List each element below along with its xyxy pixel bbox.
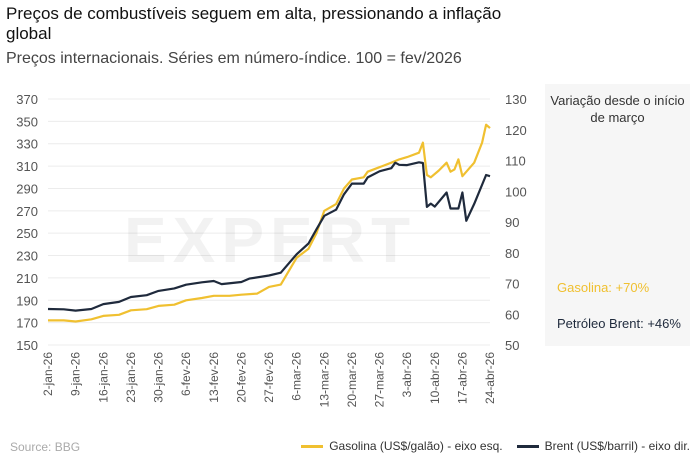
x-tick-label: 10-abr-26 [428, 352, 442, 404]
chart-subtitle: Preços internacionais. Séries em número-… [6, 50, 462, 67]
y-right-tick-label: 120 [505, 123, 527, 138]
panel-brent-variation: Petróleo Brent: +46% [557, 316, 681, 331]
y-right-tick-label: 80 [505, 246, 519, 261]
variation-panel: Variação desde o início de março Gasolin… [545, 84, 690, 346]
x-tick-label: 20-mar-26 [345, 352, 359, 408]
x-tick-label: 2-jan-26 [41, 352, 55, 396]
legend-label-gasoline: Gasolina (US$/galão) - eixo esq. [329, 439, 503, 453]
x-tick-label: 6-fev-26 [179, 352, 193, 396]
y-left-tick-label: 330 [16, 137, 38, 152]
x-tick-label: 13-fev-26 [207, 352, 221, 403]
legend: Gasolina (US$/galão) - eixo esq. Brent (… [301, 439, 690, 453]
x-tick-label: 23-jan-26 [124, 352, 138, 403]
y-left-tick-label: 210 [16, 271, 38, 286]
y-left-tick-label: 190 [16, 293, 38, 308]
y-right-tick-label: 60 [505, 307, 519, 322]
series-line-brent [47, 161, 491, 312]
x-tick-label: 30-jan-26 [152, 352, 166, 403]
watermark-logo: EXPERT [124, 204, 416, 276]
y-left-tick-label: 250 [16, 226, 38, 241]
y-right-tick-label: 90 [505, 215, 519, 230]
y-right-tick-label: 100 [505, 184, 527, 199]
y-right-tick-label: 110 [505, 154, 526, 169]
x-tick-label: 13-mar-26 [317, 352, 331, 408]
panel-gasoline-variation: Gasolina: +70% [557, 280, 650, 295]
y-left-tick-label: 230 [16, 249, 38, 264]
x-tick-label: 24-abr-26 [483, 352, 497, 404]
x-tick-label: 9-jan-26 [69, 352, 83, 396]
x-tick-label: 20-fev-26 [234, 352, 248, 403]
y-left-tick-label: 170 [16, 316, 38, 331]
y-right-tick-label: 130 [505, 92, 527, 107]
chart-title: Preços de combustíveis seguem em alta, p… [6, 4, 502, 43]
x-tick-label: 3-abr-26 [400, 352, 414, 398]
legend-swatch-brent [516, 444, 539, 448]
legend-swatch-gasoline [301, 444, 324, 448]
x-tick-label: 17-abr-26 [455, 352, 469, 404]
y-left-tick-label: 310 [16, 159, 38, 174]
legend-label-brent: Brent (US$/barril) - eixo dir. [544, 439, 690, 453]
y-left-tick-label: 150 [16, 338, 38, 353]
x-tick-label: 6-mar-26 [290, 352, 304, 401]
x-tick-label: 27-mar-26 [373, 352, 387, 408]
y-right-tick-label: 50 [505, 338, 519, 353]
y-right-tick-label: 70 [505, 277, 519, 292]
y-left-tick-label: 350 [16, 114, 38, 129]
panel-title: Variação desde o início de março [550, 93, 685, 125]
y-left-tick-label: 370 [16, 92, 38, 107]
y-left-tick-label: 290 [16, 181, 38, 196]
series-line-gasoline [48, 123, 491, 323]
x-tick-label: 16-jan-26 [96, 352, 110, 403]
y-left-tick-label: 270 [16, 204, 38, 219]
source-note: Source: BBG [10, 440, 81, 454]
x-tick-label: 27-fev-26 [262, 352, 276, 403]
